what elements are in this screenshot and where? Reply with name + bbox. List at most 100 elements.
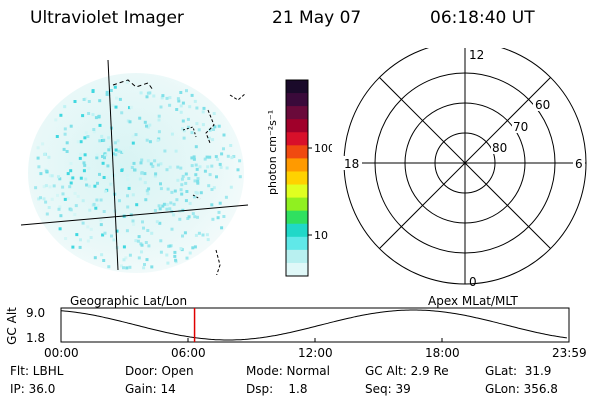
aurora-pixel [71, 176, 75, 180]
aurora-pixel [109, 145, 113, 149]
aurora-pixel [131, 219, 135, 223]
aurora-pixel [126, 194, 129, 198]
aurora-pixel [190, 93, 194, 97]
aurora-pixel [185, 190, 189, 193]
aurora-pixel [115, 229, 119, 233]
polar-plot: 12 18 6 0 60 70 80 [342, 48, 587, 288]
aurora-pixel [106, 164, 110, 168]
aurora-pixel [137, 235, 141, 239]
aurora-pixel [154, 172, 158, 176]
aurora-pixel [45, 169, 49, 173]
colorbar-stripe [286, 184, 308, 199]
aurora-pixel [127, 183, 131, 187]
aurora-pixel [190, 131, 194, 135]
aurora-pixel [62, 147, 66, 151]
aurora-pixel [168, 207, 172, 211]
aurora-pixel [132, 222, 136, 226]
aurora-pixel [129, 146, 133, 149]
aurora-pixel [131, 134, 135, 138]
aurora-pixel [145, 189, 149, 193]
aurora-pixel [203, 169, 207, 173]
aurora-pixel [181, 174, 185, 178]
aurora-pixel [226, 154, 230, 158]
aurora-pixel [106, 176, 110, 180]
aurora-pixel [193, 179, 197, 183]
aurora-pixel [97, 114, 101, 118]
aurora-pixel [222, 147, 225, 151]
aurora-pixel [158, 207, 162, 211]
aurora-pixel [144, 241, 148, 244]
aurora-pixel [186, 117, 190, 121]
aurora-pixel [47, 155, 51, 159]
aurora-pixel [59, 113, 63, 117]
lat-label-60: 60 [535, 98, 550, 112]
coastline [215, 249, 221, 275]
aurora-pixel [92, 130, 96, 134]
aurora-pixel [212, 112, 216, 115]
aurora-pixel [196, 181, 200, 185]
aurora-pixel [69, 181, 73, 185]
aurora-pixel [163, 149, 167, 153]
aurora-pixel [187, 215, 191, 219]
aurora-pixel [116, 139, 120, 143]
aurora-pixel [205, 155, 209, 159]
colorbar-stripe [286, 223, 308, 238]
aurora-pixel [183, 231, 187, 235]
aurora-pixel [69, 177, 73, 181]
aurora-pixel [137, 256, 141, 260]
aurora-pixel [99, 218, 103, 222]
aurora-pixel [178, 217, 182, 221]
aurora-pixel [82, 161, 86, 165]
dsp-info: Dsp: 1.8 [246, 382, 308, 396]
aurora-pixel [170, 227, 174, 231]
aurora-pixel [111, 103, 115, 107]
aurora-pixel [145, 95, 149, 99]
timeline-axis-label: GC Alt [5, 307, 19, 345]
polar-diagonal [379, 77, 551, 249]
aurora-pixel [159, 187, 163, 191]
aurora-pixel [107, 265, 111, 269]
aurora-pixel [118, 97, 122, 101]
aurora-pixel [229, 185, 233, 189]
lat-label-70: 70 [513, 120, 528, 134]
aurora-pixel [140, 158, 144, 162]
aurora-pixel [153, 159, 157, 163]
aurora-pixel [165, 168, 169, 172]
aurora-pixel [69, 169, 73, 173]
aurora-pixel [36, 156, 40, 160]
colorbar-label: photon cm⁻²s⁻¹ [266, 109, 279, 195]
aurora-pixel [157, 204, 161, 208]
aurora-pixel [128, 106, 131, 110]
colorbar-tick-100: 100 [314, 142, 332, 155]
aurora-pixel [155, 220, 159, 224]
colorbar-stripe [286, 132, 308, 146]
aurora-pixel [84, 177, 88, 181]
aurora-pixel [37, 197, 41, 201]
aurora-pixel [102, 210, 106, 213]
aurora-pixel [192, 157, 196, 161]
aurora-pixel [44, 184, 48, 188]
aurora-pixel [186, 217, 190, 220]
aurora-pixel [188, 251, 192, 255]
colorbar-stripe [286, 262, 308, 277]
aurora-pixel [193, 99, 197, 103]
aurora-pixel [102, 259, 106, 262]
aurora-pixel [61, 192, 65, 196]
aurora-pixel [181, 127, 184, 131]
aurora-pixel [201, 123, 205, 127]
aurora-pixel [127, 186, 131, 190]
timeline-left-label: Geographic Lat/Lon [70, 294, 188, 308]
aurora-pixel [125, 229, 129, 233]
aurora-pixel [193, 245, 197, 249]
seq-info: Seq: 39 [365, 382, 411, 396]
aurora-pixel [157, 118, 161, 122]
aurora-pixel [89, 236, 93, 239]
aurora-pixel [182, 129, 186, 133]
aurora-pixel [120, 150, 124, 154]
aurora-pixel [103, 231, 107, 235]
aurora-pixel [126, 178, 130, 182]
aurora-pixel [194, 233, 198, 237]
aurora-pixel [57, 175, 60, 179]
meridian-line [107, 59, 119, 271]
colorbar-tick-10: 10 [314, 229, 328, 242]
